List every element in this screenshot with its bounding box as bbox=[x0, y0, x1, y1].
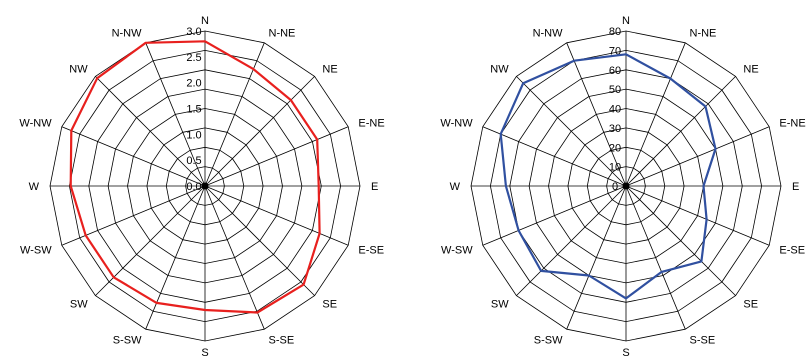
grid-spoke bbox=[204, 126, 349, 187]
direction-label: E bbox=[792, 181, 799, 193]
direction-label: NW bbox=[490, 64, 509, 76]
direction-label: S-SE bbox=[269, 334, 295, 346]
direction-label: S-SW bbox=[113, 334, 142, 346]
grid-spoke bbox=[625, 185, 770, 246]
direction-label: E-NE bbox=[358, 118, 384, 130]
direction-label: W bbox=[450, 181, 461, 193]
grid-spoke bbox=[566, 42, 627, 187]
direction-label: N bbox=[201, 15, 209, 27]
direction-label: NE bbox=[322, 64, 337, 76]
wind-rose-right: N N-NE NE E-NE E E-SE SE S-SE S S-SW SW W-SW W W-NW NW… bbox=[440, 15, 805, 359]
direction-label: SW bbox=[70, 298, 88, 310]
grid-spoke bbox=[625, 76, 736, 187]
direction-label: S-SE bbox=[690, 334, 716, 346]
tick-label: 60 bbox=[609, 65, 621, 77]
direction-label: W bbox=[29, 181, 40, 193]
wind-rose-left: N N-NE NE E-NE E E-SE SE S-SE S S-SW SW W-SW W W-NW NW… bbox=[19, 15, 384, 359]
direction-label: S bbox=[201, 347, 208, 359]
grid-spoke bbox=[204, 42, 265, 187]
tick-label: 2.0 bbox=[186, 78, 201, 90]
direction-label: E-SE bbox=[358, 245, 384, 257]
grid-spoke bbox=[482, 185, 627, 246]
tick-label: 40 bbox=[609, 104, 621, 116]
grid-spoke bbox=[566, 185, 627, 330]
series-line bbox=[499, 53, 717, 300]
tick-label: 1.5 bbox=[186, 104, 201, 116]
direction-label: E-SE bbox=[779, 245, 805, 257]
grid-spoke bbox=[95, 76, 206, 187]
tick-label: 0.5 bbox=[186, 155, 201, 167]
direction-label: N-NW bbox=[112, 28, 143, 40]
direction-label: E-NE bbox=[779, 118, 805, 130]
grid-spoke bbox=[145, 185, 206, 330]
grid-spoke bbox=[61, 185, 206, 246]
direction-label: NW bbox=[69, 64, 88, 76]
direction-label: S-SW bbox=[534, 334, 563, 346]
tick-label: 2.5 bbox=[186, 52, 201, 64]
tick-label: 1.0 bbox=[186, 129, 201, 141]
direction-label: S bbox=[622, 347, 629, 359]
center-dot bbox=[201, 182, 209, 190]
grid-spoke bbox=[61, 126, 206, 187]
series-line bbox=[69, 40, 321, 314]
tick-label: 0.0 bbox=[186, 181, 201, 193]
direction-label: W-NW bbox=[440, 118, 473, 130]
tick-label: 30 bbox=[609, 123, 621, 135]
direction-label: SW bbox=[491, 298, 509, 310]
direction-label: SE bbox=[322, 298, 337, 310]
tick-label: 3.0 bbox=[186, 26, 201, 38]
grid-spoke bbox=[625, 185, 686, 330]
direction-label: N-NW bbox=[533, 28, 564, 40]
tick-label: 10 bbox=[609, 162, 621, 174]
direction-label: SE bbox=[743, 298, 758, 310]
grid-spoke bbox=[625, 126, 770, 187]
tick-label: 20 bbox=[609, 142, 621, 154]
grid-spoke bbox=[204, 185, 315, 296]
grid-spoke bbox=[482, 126, 627, 187]
tick-label: 50 bbox=[609, 84, 621, 96]
direction-label: W-SW bbox=[20, 245, 52, 257]
direction-label: N bbox=[622, 15, 630, 27]
direction-label: N-NE bbox=[690, 28, 717, 40]
direction-label: N-NE bbox=[269, 28, 296, 40]
center-dot bbox=[622, 182, 630, 190]
tick-label: 0 bbox=[612, 181, 618, 193]
direction-label: E bbox=[371, 181, 378, 193]
tick-label: 80 bbox=[609, 26, 621, 38]
grid-spoke bbox=[204, 76, 315, 187]
direction-label: NE bbox=[743, 64, 758, 76]
grid-spoke bbox=[516, 185, 627, 296]
grid-spoke bbox=[204, 185, 265, 330]
direction-label: W-SW bbox=[441, 245, 473, 257]
grid-spoke bbox=[625, 42, 686, 187]
grid-spoke bbox=[625, 185, 736, 296]
grid-spoke bbox=[516, 76, 627, 187]
grid-spoke bbox=[204, 185, 349, 246]
direction-label: W-NW bbox=[19, 118, 52, 130]
grid-spoke bbox=[145, 42, 206, 187]
